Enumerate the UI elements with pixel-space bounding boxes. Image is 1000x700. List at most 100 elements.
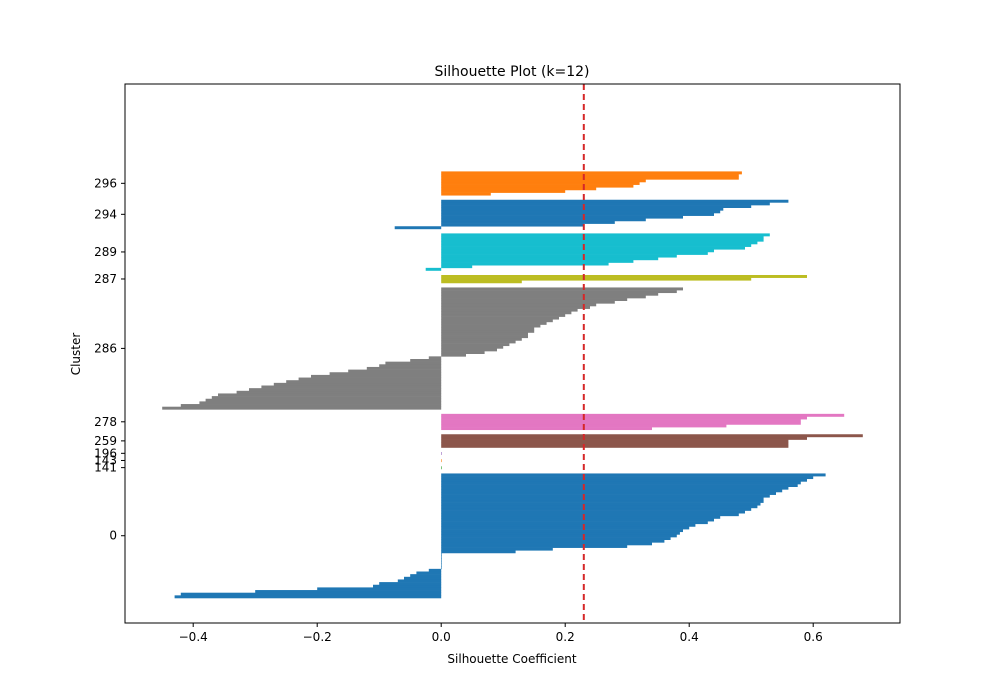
silhouette-bar-cluster-286 bbox=[441, 351, 485, 354]
silhouette-bar-cluster-294 bbox=[441, 202, 770, 206]
silhouette-bar-cluster-0 bbox=[441, 521, 708, 525]
y-tick-label-cluster-196: 196 bbox=[94, 446, 117, 460]
silhouette-bar-cluster-286 bbox=[162, 406, 442, 410]
silhouette-bar-cluster-294 bbox=[394, 226, 442, 230]
silhouette-bar-cluster-0 bbox=[441, 529, 683, 533]
silhouette-bar-cluster-294 bbox=[441, 215, 683, 219]
silhouette-bar-cluster-286 bbox=[273, 382, 442, 386]
silhouette-bar-cluster-294 bbox=[441, 223, 584, 227]
silhouette-bar-cluster-0 bbox=[441, 499, 764, 503]
silhouette-bar-cluster-0 bbox=[404, 576, 442, 580]
silhouette-bar-cluster-0 bbox=[441, 558, 442, 562]
x-axis-title: Silhouette Coefficient bbox=[447, 652, 576, 666]
silhouette-bar-cluster-0 bbox=[441, 513, 739, 517]
silhouette-bar-cluster-0 bbox=[441, 518, 714, 522]
silhouette-bar-cluster-296 bbox=[441, 171, 742, 175]
silhouette-bar-cluster-278 bbox=[441, 413, 845, 417]
silhouette-bar-cluster-286 bbox=[311, 374, 442, 378]
silhouette-bar-cluster-286 bbox=[441, 353, 466, 357]
silhouette-bar-cluster-286 bbox=[441, 329, 535, 333]
axes-frame bbox=[124, 83, 901, 624]
silhouette-bar-cluster-286 bbox=[441, 345, 504, 349]
silhouette-bar-cluster-286 bbox=[286, 380, 442, 384]
silhouette-bar-cluster-287 bbox=[441, 277, 752, 281]
silhouette-bar-cluster-286 bbox=[441, 298, 628, 301]
y-tick-label-cluster-287: 287 bbox=[94, 272, 117, 286]
silhouette-bar-cluster-289 bbox=[441, 233, 770, 237]
silhouette-bar-cluster-196 bbox=[441, 452, 442, 455]
silhouette-bar-cluster-0 bbox=[441, 566, 442, 570]
silhouette-bar-cluster-286 bbox=[441, 332, 528, 336]
silhouette-bar-cluster-0 bbox=[441, 526, 690, 530]
silhouette-bar-cluster-0 bbox=[441, 478, 807, 482]
silhouette-bar-cluster-289 bbox=[441, 236, 764, 239]
silhouette-bar-cluster-143 bbox=[441, 459, 442, 463]
silhouette-bar-cluster-0 bbox=[441, 534, 677, 538]
silhouette-bar-cluster-286 bbox=[211, 396, 442, 400]
silhouette-bar-cluster-289 bbox=[425, 267, 442, 271]
silhouette-bar-cluster-0 bbox=[441, 481, 801, 485]
silhouette-bar-cluster-141 bbox=[441, 466, 442, 470]
y-tick-label-cluster-278: 278 bbox=[94, 415, 117, 429]
silhouette-bar-cluster-286 bbox=[428, 356, 442, 360]
silhouette-bar-cluster-0 bbox=[373, 584, 442, 588]
silhouette-bar-cluster-0 bbox=[441, 497, 764, 501]
silhouette-bar-cluster-0 bbox=[317, 587, 442, 591]
silhouette-bar-cluster-286 bbox=[441, 311, 572, 315]
silhouette-bar-cluster-294 bbox=[441, 207, 724, 211]
silhouette-bar-cluster-278 bbox=[441, 421, 801, 425]
x-tick-label: 0.6 bbox=[804, 630, 823, 644]
silhouette-bar-cluster-286 bbox=[441, 306, 590, 309]
silhouette-bar-cluster-286 bbox=[441, 287, 683, 291]
silhouette-bar-cluster-294 bbox=[441, 220, 615, 224]
silhouette-bar-cluster-0 bbox=[441, 486, 789, 490]
silhouette-bar-cluster-296 bbox=[441, 179, 646, 183]
silhouette-bar-cluster-296 bbox=[441, 187, 597, 191]
silhouette-bar-cluster-0 bbox=[410, 574, 442, 578]
silhouette-bar-cluster-289 bbox=[441, 244, 752, 247]
silhouette-bars bbox=[162, 171, 863, 599]
silhouette-bar-cluster-286 bbox=[298, 377, 442, 381]
silhouette-bar-cluster-0 bbox=[441, 494, 770, 498]
silhouette-bar-cluster-289 bbox=[441, 246, 745, 250]
silhouette-bar-cluster-278 bbox=[441, 427, 652, 431]
silhouette-bar-cluster-0 bbox=[441, 523, 696, 527]
silhouette-bar-cluster-286 bbox=[199, 401, 442, 405]
silhouette-bar-cluster-286 bbox=[249, 388, 442, 392]
silhouette-bar-cluster-0 bbox=[441, 560, 442, 564]
silhouette-bar-cluster-0 bbox=[441, 507, 752, 511]
silhouette-bar-cluster-287 bbox=[441, 275, 807, 278]
silhouette-bar-cluster-259 bbox=[441, 434, 863, 438]
silhouette-bar-cluster-286 bbox=[366, 366, 442, 370]
silhouette-bar-cluster-0 bbox=[174, 595, 442, 599]
silhouette-bar-cluster-286 bbox=[441, 327, 535, 331]
silhouette-bar-cluster-286 bbox=[236, 390, 442, 394]
silhouette-bar-cluster-0 bbox=[255, 590, 442, 593]
silhouette-bar-cluster-296 bbox=[441, 176, 739, 180]
silhouette-bar-cluster-286 bbox=[218, 393, 442, 397]
silhouette-bar-cluster-296 bbox=[441, 192, 491, 196]
silhouette-bar-cluster-289 bbox=[441, 265, 473, 269]
silhouette-bar-cluster-286 bbox=[441, 292, 659, 296]
silhouette-bar-cluster-286 bbox=[441, 337, 522, 341]
silhouette-bar-cluster-259 bbox=[441, 439, 789, 443]
silhouette-bar-cluster-296 bbox=[441, 189, 566, 193]
silhouette-bar-cluster-286 bbox=[441, 290, 677, 294]
silhouette-bar-cluster-289 bbox=[441, 249, 714, 253]
silhouette-bar-cluster-289 bbox=[441, 257, 659, 261]
silhouette-bar-cluster-289 bbox=[441, 262, 609, 266]
x-tick-label: −0.4 bbox=[179, 630, 208, 644]
silhouette-bar-cluster-0 bbox=[180, 592, 442, 596]
x-axis-ticks: −0.4 −0.2 0.0 0.2 0.4 0.6 bbox=[179, 623, 823, 644]
silhouette-bar-cluster-286 bbox=[441, 324, 541, 328]
silhouette-bar-cluster-0 bbox=[441, 505, 758, 509]
silhouette-bar-cluster-289 bbox=[441, 241, 758, 245]
silhouette-bar-cluster-296 bbox=[441, 184, 634, 188]
y-tick-label-cluster-289: 289 bbox=[94, 245, 117, 259]
silhouette-bar-cluster-296 bbox=[441, 174, 739, 177]
x-tick-label: 0.0 bbox=[432, 630, 451, 644]
chart-title: Silhouette Plot (k=12) bbox=[434, 64, 589, 80]
silhouette-bar-cluster-0 bbox=[441, 531, 680, 535]
y-tick-label-cluster-296: 296 bbox=[94, 176, 117, 190]
